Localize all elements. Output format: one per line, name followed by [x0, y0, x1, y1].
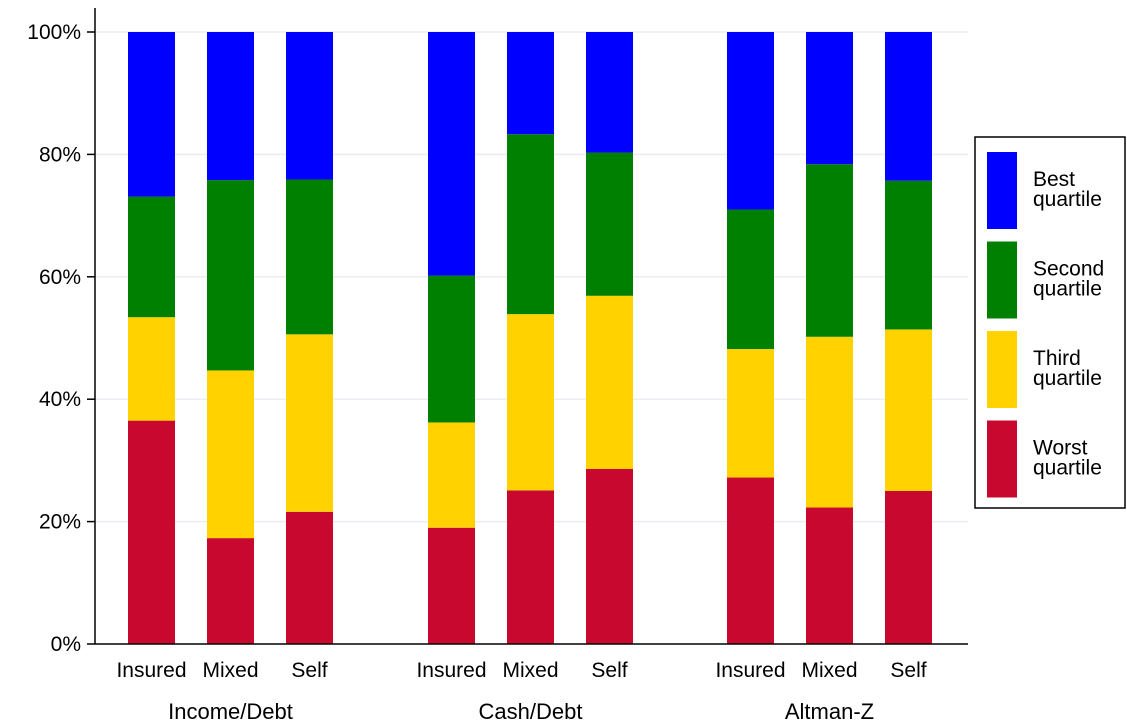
category-label: Self: [890, 659, 926, 682]
bar-altman-z-mixed-best-quartile: [806, 32, 853, 165]
group-label: Income/Debt: [168, 699, 293, 724]
bar-altman-z-mixed-third-quartile: [806, 336, 853, 508]
legend: BestquartileSecondquartileThirdquartileW…: [974, 136, 1126, 509]
bar-income-debt-self-third-quartile: [286, 334, 333, 512]
legend-label-line1: Third: [1033, 347, 1081, 370]
group-label: Cash/Debt: [479, 699, 583, 724]
y-tick-label: 40%: [39, 388, 81, 411]
category-label: Insured: [715, 659, 785, 682]
bar-cash-debt-insured-best-quartile: [428, 32, 475, 276]
bar-altman-z-self-worst-quartile: [885, 491, 932, 644]
category-label: Insured: [416, 659, 486, 682]
bar-income-debt-self-second-quartile: [286, 179, 333, 335]
legend-label-line2: quartile: [1033, 367, 1102, 390]
category-label: Insured: [116, 659, 186, 682]
legend-label-line1: Worst: [1033, 437, 1088, 460]
bar-cash-debt-insured-worst-quartile: [428, 527, 475, 644]
bar-altman-z-mixed-second-quartile: [806, 164, 853, 337]
bars: [128, 32, 932, 644]
y-axis: [94, 8, 968, 645]
y-tick-label: 60%: [39, 266, 81, 289]
legend-label-line2: quartile: [1033, 188, 1102, 211]
bar-cash-debt-mixed-second-quartile: [507, 134, 554, 315]
legend-label-line2: quartile: [1033, 278, 1102, 301]
y-tick-label: 100%: [27, 21, 81, 44]
bar-cash-debt-mixed-best-quartile: [507, 32, 554, 135]
bar-altman-z-mixed-worst-quartile: [806, 507, 853, 644]
bar-cash-debt-self-best-quartile: [586, 32, 633, 153]
bar-income-debt-insured-worst-quartile: [128, 420, 175, 644]
legend-label-line2: quartile: [1033, 457, 1102, 480]
category-labels: Insured Mixed Self Insured Mixed Self Insured M…: [116, 659, 926, 682]
category-label: Mixed: [502, 659, 558, 682]
bar-altman-z-self-second-quartile: [885, 180, 932, 330]
bar-income-debt-insured-second-quartile: [128, 196, 175, 318]
bar-income-debt-self-best-quartile: [286, 32, 333, 180]
bar-cash-debt-mixed-worst-quartile: [507, 490, 554, 644]
bar-cash-debt-mixed-third-quartile: [507, 314, 554, 491]
y-tick-labels: 0% 20% 40% 60% 80% 100%: [27, 21, 95, 656]
bar-altman-z-insured-worst-quartile: [727, 477, 774, 644]
bar-cash-debt-insured-second-quartile: [428, 275, 475, 423]
bar-altman-z-insured-third-quartile: [727, 349, 774, 478]
bar-altman-z-self-third-quartile: [885, 329, 932, 491]
bar-income-debt-mixed-worst-quartile: [207, 538, 254, 644]
category-label: Self: [291, 659, 327, 682]
y-tick-label: 0%: [51, 633, 81, 656]
y-tick-label: 20%: [39, 511, 81, 534]
bar-income-debt-self-worst-quartile: [286, 511, 333, 644]
bar-income-debt-insured-best-quartile: [128, 32, 175, 197]
bar-cash-debt-self-second-quartile: [586, 152, 633, 296]
group-labels: Income/Debt Cash/Debt Altman-Z: [168, 699, 874, 724]
bar-altman-z-insured-best-quartile: [727, 32, 774, 210]
legend-label-line1: Second: [1033, 258, 1104, 281]
bar-cash-debt-insured-third-quartile: [428, 422, 475, 528]
legend-label-line1: Best: [1033, 168, 1075, 191]
group-label: Altman-Z: [785, 699, 874, 724]
y-tick-label: 80%: [39, 143, 81, 166]
category-label: Mixed: [202, 659, 258, 682]
category-label: Mixed: [801, 659, 857, 682]
bar-cash-debt-self-third-quartile: [586, 295, 633, 469]
bar-cash-debt-self-worst-quartile: [586, 468, 633, 644]
legend-swatch: [987, 331, 1017, 408]
bar-income-debt-mixed-third-quartile: [207, 370, 254, 539]
legend-swatch: [987, 152, 1017, 229]
legend-swatch: [987, 241, 1017, 319]
category-label: Self: [591, 659, 627, 682]
bar-income-debt-mixed-second-quartile: [207, 180, 254, 371]
legend-swatch: [987, 420, 1017, 498]
bar-altman-z-self-best-quartile: [885, 32, 932, 181]
bar-altman-z-insured-second-quartile: [727, 209, 774, 350]
bar-income-debt-mixed-best-quartile: [207, 32, 254, 181]
bar-income-debt-insured-third-quartile: [128, 317, 175, 421]
